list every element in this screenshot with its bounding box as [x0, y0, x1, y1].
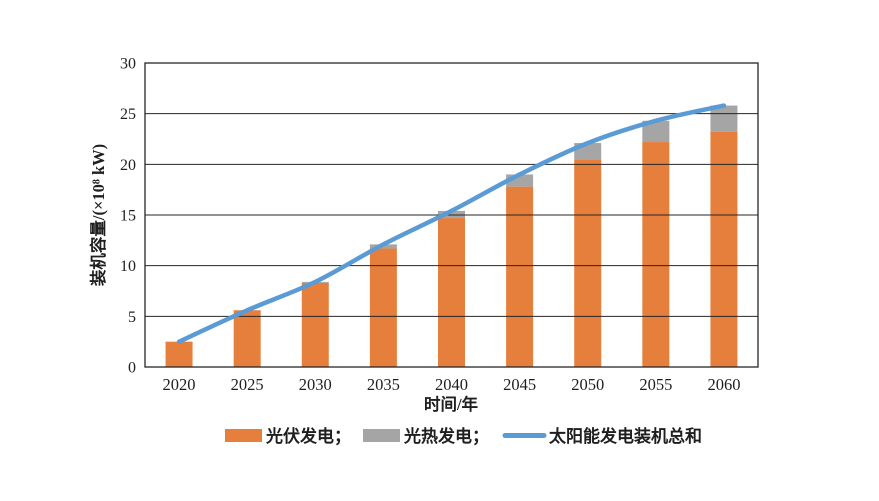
- x-tick-label: 2040: [435, 375, 468, 394]
- bar-segment-pv: [710, 131, 738, 367]
- x-axis-title: 时间/年: [424, 394, 479, 414]
- bar-segment-pv: [438, 218, 465, 367]
- y-tick-label: 5: [128, 309, 136, 326]
- y-tick-label: 10: [120, 258, 136, 275]
- bar-segment-csp: [710, 105, 738, 132]
- bar-segment-pv: [642, 142, 670, 367]
- x-tick-label: 2030: [299, 375, 332, 394]
- legend-swatch-csp: [363, 429, 400, 442]
- bar-segment-pv: [165, 341, 193, 367]
- bar-segment-pv: [233, 310, 261, 367]
- y-tick-label: 0: [128, 360, 136, 377]
- x-tick-label: 2055: [639, 375, 672, 394]
- x-tick-label: 2020: [163, 375, 196, 394]
- bar-segment-pv: [574, 159, 602, 367]
- y-tick-label: 30: [120, 56, 136, 73]
- total-capacity-line: [176, 103, 727, 344]
- y-tick-label: 20: [120, 157, 136, 174]
- y-tick-label: 15: [120, 208, 136, 225]
- x-tick-label: 2025: [231, 375, 264, 394]
- legend-label-csp: 光热发电；: [403, 426, 489, 446]
- legend-label-pv: 光伏发电；: [265, 426, 351, 446]
- plot-border: [144, 62, 759, 368]
- bar-segment-pv: [506, 186, 534, 367]
- y-axis-title: 装机容量/(×10⁸ kW): [88, 144, 108, 286]
- bar-segment-csp: [438, 210, 465, 219]
- x-tick-label: 2050: [571, 375, 604, 394]
- bar-segment-pv: [369, 248, 397, 367]
- legend: 光伏发电； 光热发电； 太阳能发电装机总和: [225, 426, 702, 446]
- x-tick-label: 2035: [367, 375, 400, 394]
- legend-label-total: 太阳能发电装机总和: [549, 426, 702, 446]
- bar-segment-csp: [642, 120, 670, 143]
- bar-segment-pv: [301, 282, 329, 367]
- x-tick-label: 2060: [707, 375, 740, 394]
- x-tick-label: 2045: [503, 375, 536, 394]
- y-tick-label: 25: [120, 106, 136, 123]
- legend-swatch-pv: [225, 429, 262, 442]
